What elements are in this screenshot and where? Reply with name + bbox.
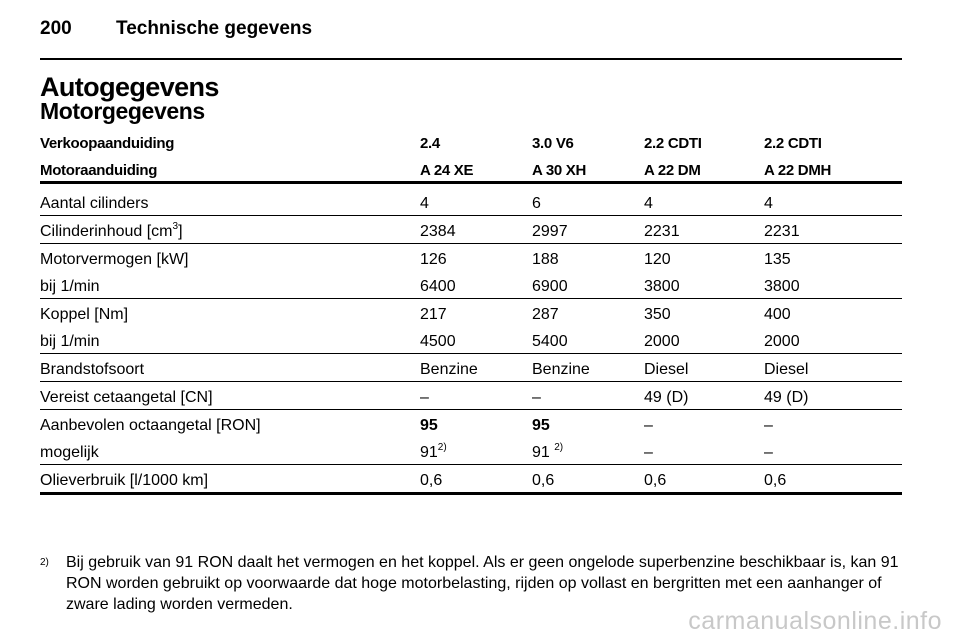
- page-header: 200 Technische gegevens: [40, 18, 312, 40]
- table-cell: 912): [420, 437, 532, 465]
- table-cell: 0,6: [420, 464, 532, 495]
- table-row: Olieverbruik [l/1000 km] 0,6 0,6 0,6 0,6: [40, 464, 902, 495]
- table-cell: 6: [532, 182, 644, 216]
- row-label: bij 1/min: [40, 326, 420, 354]
- table-cell: 5400: [532, 326, 644, 354]
- row-label: Koppel [Nm]: [40, 306, 129, 323]
- table-cell: –: [644, 417, 653, 434]
- table-cell: 49 (D): [644, 381, 764, 410]
- table-cell: 2000: [644, 326, 764, 354]
- header-cell: 2.2 CDTI: [764, 135, 822, 152]
- table-cell: 287: [532, 306, 559, 323]
- table-cell: 2231: [764, 215, 902, 244]
- table-row: Motorvermogen [kW] 126 188 120 135: [40, 244, 902, 272]
- table-cell: 400: [764, 306, 791, 323]
- table-cell: 6400: [420, 271, 532, 299]
- table-cell: 91 2): [532, 437, 644, 465]
- table-cell: 135: [764, 251, 791, 268]
- row-label: Olieverbruik [l/1000 km]: [40, 464, 420, 495]
- table-row: mogelijk 912) 91 2) – –: [40, 437, 902, 465]
- page-subtitle: Motorgegevens: [40, 98, 205, 124]
- table-cell: 0,6: [532, 464, 644, 495]
- footnote: 2) Bij gebruik van 91 RON daalt het verm…: [40, 552, 910, 615]
- engine-data-table: Verkoopaanduiding 2.4 3.0 V6 2.2 CDTI 2.…: [40, 127, 902, 495]
- watermark: carmanualsonline.info: [688, 607, 942, 635]
- table-cell: –: [644, 437, 764, 465]
- table-row: Cilinderinhoud [cm3] 2384 2997 2231 2231: [40, 215, 902, 244]
- header-divider: [40, 58, 902, 60]
- row-label: bij 1/min: [40, 271, 420, 299]
- table-cell: 6900: [532, 271, 644, 299]
- row-label: mogelijk: [40, 437, 420, 465]
- header-cell: 3.0 V6: [532, 135, 574, 152]
- superscript: 3: [172, 221, 179, 232]
- table-row: Aanbevolen octaangetal [RON] 95 95 – –: [40, 410, 902, 438]
- table-cell: 0,6: [764, 464, 902, 495]
- footnote-mark: 2): [40, 557, 49, 568]
- table-cell: Benzine: [420, 353, 532, 382]
- table-cell: 2000: [764, 326, 902, 354]
- header-cell: 2.2 CDTI: [644, 135, 702, 152]
- row-label: Motorvermogen [kW]: [40, 251, 189, 268]
- table-cell: 49 (D): [764, 381, 902, 410]
- table-cell-bold: 95: [532, 417, 550, 434]
- header-row-sales-designation: Verkoopaanduiding 2.4 3.0 V6 2.2 CDTI 2.…: [40, 127, 902, 154]
- row-label: Vereist cetaangetal [CN]: [40, 381, 420, 410]
- table-cell: –: [532, 381, 644, 410]
- header-cell: A 24 XE: [420, 154, 532, 184]
- table-cell: Benzine: [532, 353, 644, 382]
- table-row: bij 1/min 6400 6900 3800 3800: [40, 271, 902, 299]
- table-cell: 4: [644, 182, 764, 216]
- table-row: Aantal cilinders 4 6 4 4: [40, 182, 902, 216]
- table-row: bij 1/min 4500 5400 2000 2000: [40, 326, 902, 354]
- table-cell: 3800: [644, 271, 764, 299]
- header-cell: A 22 DMH: [764, 154, 902, 184]
- table-cell: 2997: [532, 215, 644, 244]
- row-label: Aantal cilinders: [40, 182, 420, 216]
- header-cell: 2.4: [420, 135, 440, 152]
- table-cell: –: [420, 381, 532, 410]
- header-row-engine-code: Motoraanduiding A 24 XE A 30 XH A 22 DM …: [40, 154, 902, 184]
- table-cell: Diesel: [764, 353, 902, 382]
- header-cell: Motoraanduiding: [40, 154, 420, 184]
- section-title: Technische gegevens: [116, 18, 313, 39]
- table-cell: 350: [644, 306, 671, 323]
- table-cell: 0,6: [644, 464, 764, 495]
- row-label-suffix: ]: [178, 223, 183, 240]
- table-row: Vereist cetaangetal [CN] – – 49 (D) 49 (…: [40, 381, 902, 410]
- table-cell: Diesel: [644, 353, 764, 382]
- row-label: Cilinderinhoud [cm3]: [40, 215, 420, 244]
- table-cell: 2231: [644, 215, 764, 244]
- row-label-text: Cilinderinhoud [cm: [40, 223, 173, 240]
- table-row: Koppel [Nm] 217 287 350 400: [40, 299, 902, 327]
- table-cell: 4: [420, 182, 532, 216]
- table-cell: 120: [644, 251, 671, 268]
- cell-value: 91: [420, 444, 438, 461]
- table-row: Brandstofsoort Benzine Benzine Diesel Di…: [40, 353, 902, 382]
- table-cell: 3800: [764, 271, 902, 299]
- footnote-text: Bij gebruik van 91 RON daalt het vermoge…: [66, 554, 899, 613]
- table-cell-bold: 95: [420, 417, 438, 434]
- header-cell: A 22 DM: [644, 154, 764, 184]
- table-cell: 4: [764, 182, 902, 216]
- table-cell: 126: [420, 251, 447, 268]
- header-cell: Verkoopaanduiding: [40, 135, 175, 152]
- table-cell: 217: [420, 306, 447, 323]
- row-label: Brandstofsoort: [40, 353, 420, 382]
- footnote-ref: 2): [554, 442, 564, 453]
- table-cell: 4500: [420, 326, 532, 354]
- page-title: Autogegevens: [40, 72, 219, 102]
- cell-value: 91: [532, 444, 555, 461]
- table-cell: –: [764, 437, 902, 465]
- header-cell: A 30 XH: [532, 154, 644, 184]
- table-cell: –: [764, 417, 773, 434]
- footnote-ref: 2): [437, 442, 447, 453]
- page-number: 200: [40, 18, 72, 39]
- table-cell: 2384: [420, 215, 532, 244]
- table-cell: 188: [532, 251, 559, 268]
- row-label: Aanbevolen octaangetal [RON]: [40, 417, 261, 434]
